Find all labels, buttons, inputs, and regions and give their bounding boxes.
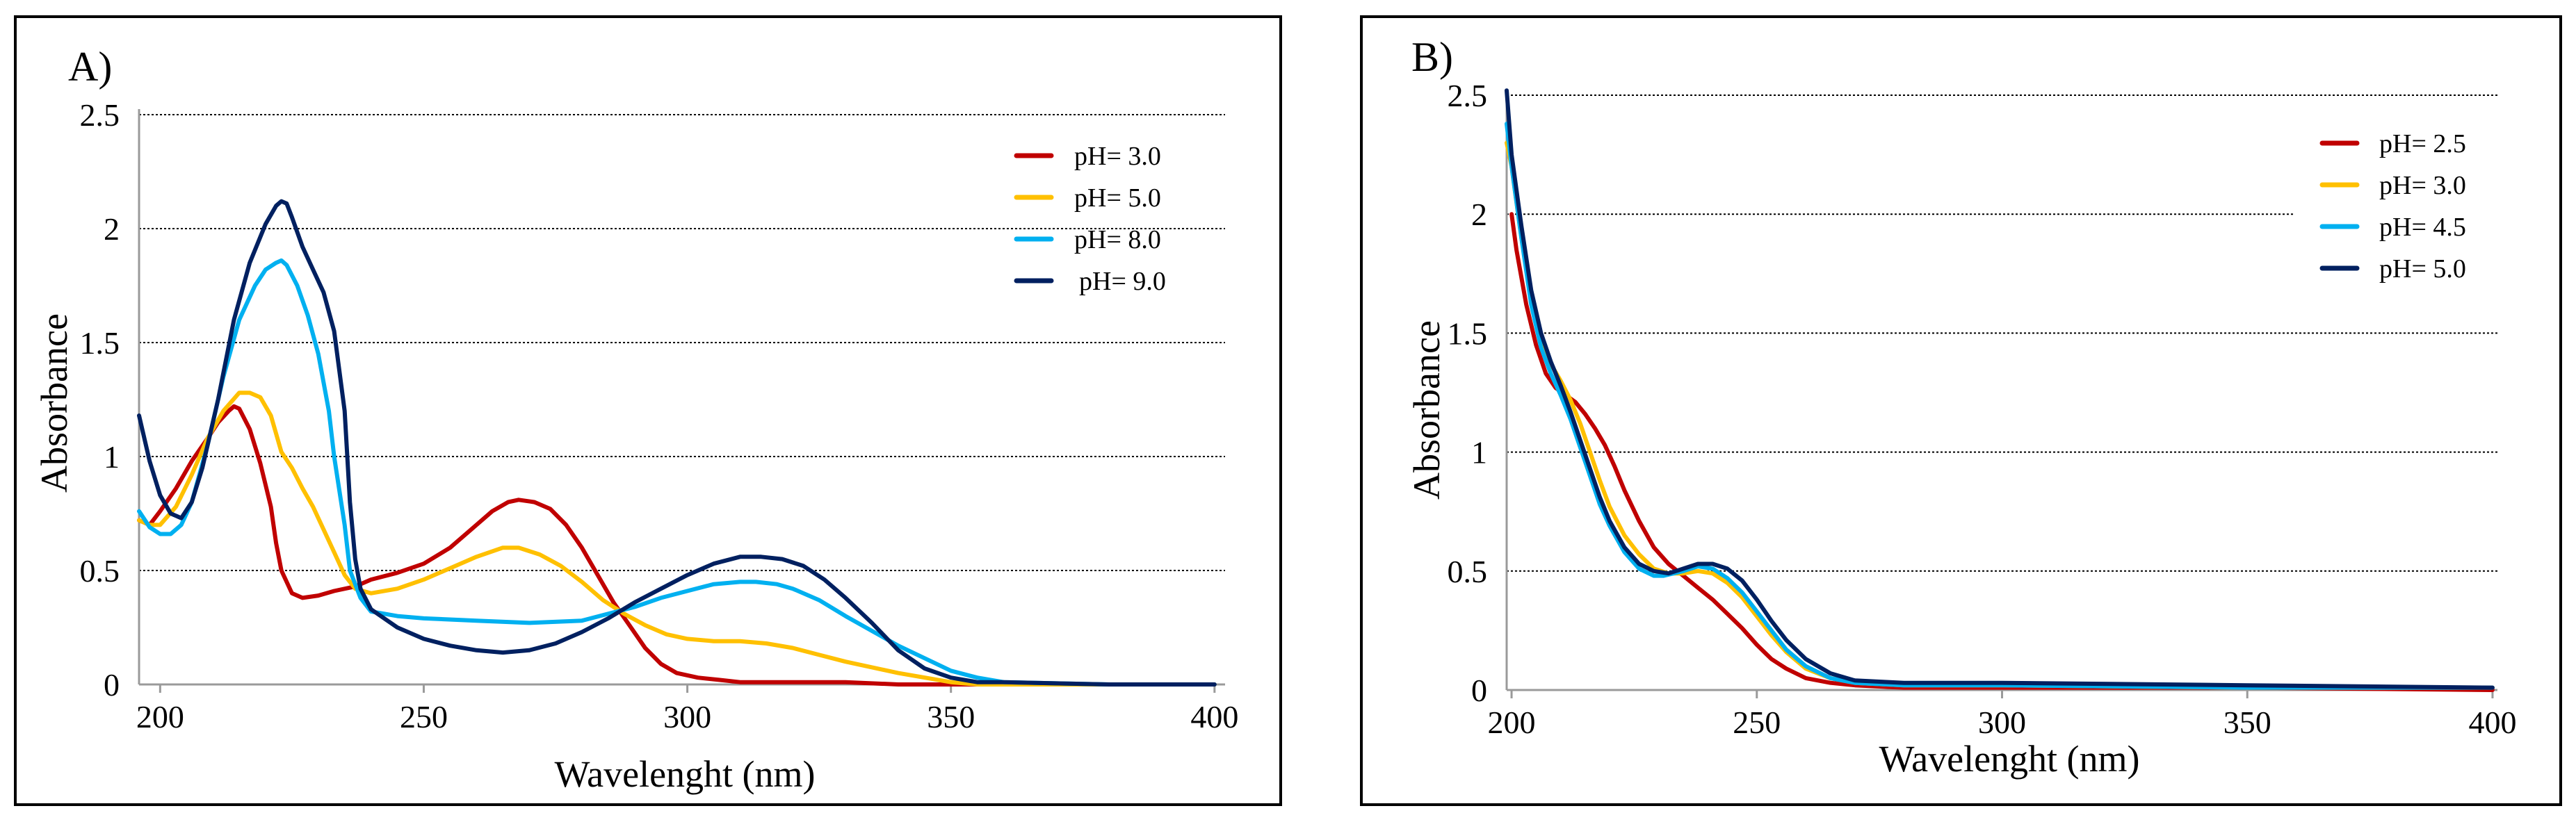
panel-a-y-axis-label: Absorbance [33, 313, 75, 493]
panel-b-legend: pH= 2.5 pH= 3.0 pH= 4.5 pH= 5.0 [2319, 129, 2466, 284]
legend-label: pH= 2.5 [2379, 129, 2466, 158]
y-tick-label: 0.5 [1448, 554, 1488, 589]
panel-a-series [137, 199, 1217, 687]
panel-b-x-ticks: 200 250 300 350 400 [1488, 690, 2516, 740]
y-tick-label: 0.5 [80, 553, 120, 589]
legend-label: pH= 9.0 [1079, 267, 1166, 296]
panel-a-x-axis-label: Wavelenght (nm) [554, 753, 815, 795]
x-tick-label: 400 [2468, 705, 2516, 740]
legend-label: pH= 5.0 [2379, 254, 2466, 284]
x-tick-label: 300 [1978, 705, 2026, 740]
y-tick-label: 1.5 [1448, 315, 1488, 351]
x-tick-label: 200 [136, 699, 184, 734]
series-line-9-0 [137, 199, 1217, 687]
panel-b-x-axis-label: Wavelenght (nm) [1879, 738, 2139, 780]
panel-a-x-ticks: 200 250 300 350 400 [136, 684, 1238, 734]
y-tick-label: 0 [1471, 673, 1487, 708]
panel-b-label: B) [1411, 34, 1453, 80]
panel-b: B) 00.511.522.5 200 250 300 350 400 pH= 2.5p… [1360, 15, 2562, 806]
x-tick-label: 350 [2223, 705, 2271, 740]
panel-b-frame [1360, 15, 2562, 806]
x-tick-label: 250 [400, 699, 448, 734]
y-tick-label: 2.5 [1448, 78, 1488, 113]
legend-label: pH= 3.0 [1074, 142, 1161, 171]
panel-b-y-axis-label: Absorbance [1406, 320, 1448, 500]
x-tick-label: 250 [1733, 705, 1781, 740]
y-tick-label: 1 [104, 439, 120, 475]
panel-b-axes [1505, 90, 2497, 691]
panel-a-label: A) [68, 44, 112, 90]
legend-label: pH= 4.5 [2379, 213, 2466, 242]
panel-b-gridlines [1507, 95, 2497, 572]
series-line-3-0 [137, 404, 1217, 687]
series-line-5-0 [1505, 88, 2495, 690]
y-tick-label: 0 [104, 667, 120, 703]
x-tick-label: 300 [663, 699, 711, 734]
legend-label: pH= 8.0 [1074, 225, 1161, 254]
series-line-5-0 [137, 391, 1217, 687]
x-tick-label: 200 [1488, 705, 1536, 740]
panel-a: A) 00.511.522.5 200 250 300 350 400 pH= 3.0p… [14, 15, 1282, 806]
panel-a-legend: pH= 3.0 pH= 5.0 pH= 8.0 pH= 9.0 [1014, 142, 1166, 296]
panel-a-y-ticks: 0 0.5 1 1.5 2 2.5 [80, 97, 120, 703]
legend-label: pH= 5.0 [1074, 183, 1161, 213]
panel-a-gridlines [139, 114, 1225, 571]
y-tick-label: 2.5 [80, 97, 120, 133]
panel-b-y-ticks: 0 0.5 1 1.5 2 2.5 [1448, 78, 1488, 708]
series-line-4-5 [1505, 122, 2495, 690]
y-tick-label: 2 [104, 211, 120, 247]
x-tick-label: 350 [927, 699, 975, 734]
legend-label: pH= 3.0 [2379, 171, 2466, 200]
series-line-8-0 [137, 258, 1217, 687]
panel-a-frame [14, 15, 1282, 806]
panel-b-series [1505, 88, 2495, 692]
y-tick-label: 1 [1471, 435, 1487, 470]
y-tick-label: 2 [1471, 197, 1487, 232]
y-tick-label: 1.5 [80, 325, 120, 361]
x-tick-label: 400 [1190, 699, 1238, 734]
